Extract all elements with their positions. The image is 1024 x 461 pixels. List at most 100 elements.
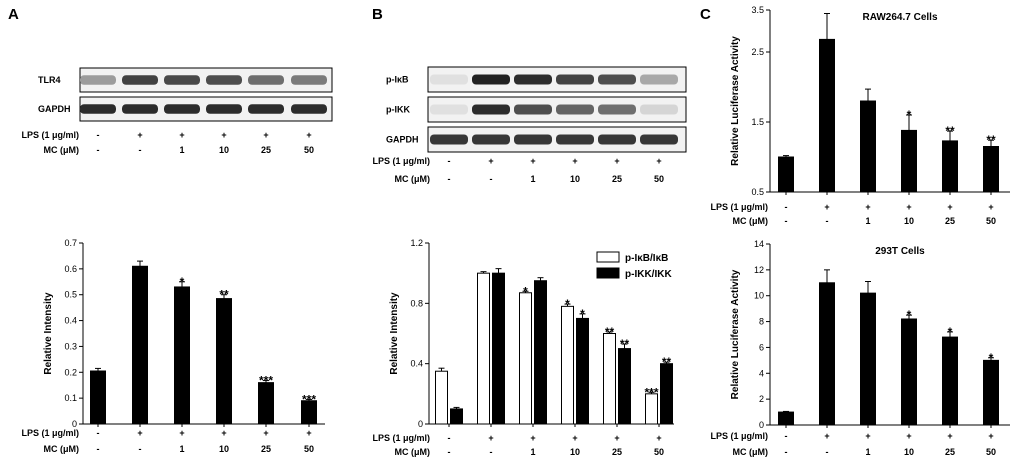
mc-value-b-blot-5: 50 (654, 174, 664, 184)
blot-band-b-2-0 (430, 134, 468, 145)
y-axis-title-a: Relative Intensity (43, 292, 54, 375)
blot-band-b-2-2 (514, 134, 552, 145)
panel-label-b: B (372, 6, 383, 23)
lps-value-b-blot-1: + (488, 156, 493, 166)
y-tick-label-c2-5: 10 (754, 291, 764, 301)
y-axis-title-b: Relative Intensity (389, 292, 400, 375)
lps-value-a-blot-3: + (221, 130, 226, 140)
mc-value-c1-0: - (785, 216, 788, 226)
bar-b-s1-2 (534, 280, 547, 425)
blot-band-b-0-0 (430, 74, 468, 85)
mc-value-c2-1: - (826, 447, 829, 457)
y-axis-title-c1: Relative Luciferase Activity (730, 36, 741, 166)
mc-value-a-chart-4: 25 (261, 444, 271, 454)
bar-b-s1-0 (450, 408, 463, 425)
lps-value-a-blot-2: + (179, 130, 184, 140)
mc-value-c2-2: 1 (865, 447, 870, 457)
legend-swatch-b-1 (596, 267, 620, 279)
mc-label-a-chart: MC (μM) (44, 444, 80, 454)
blot-band-b-0-2 (514, 74, 552, 85)
mc-value-b-blot-2: 1 (530, 174, 535, 184)
blot-label-a-0: TLR4 (38, 75, 61, 85)
blot-band-b-1-2 (514, 104, 552, 115)
y-tick-label-c2-4: 8 (759, 317, 764, 327)
significance-b-s0-2: * (523, 284, 528, 298)
blot-band-a-0-2 (164, 75, 200, 85)
lps-value-b-chart-1: + (488, 433, 493, 443)
bar-c1-s0-4 (942, 140, 958, 193)
bar-c2-s0-0 (778, 411, 794, 426)
lps-value-c1-5: + (988, 202, 993, 212)
bar-c2-s0-3 (901, 318, 917, 426)
y-tick-label-a-0: 0 (72, 419, 77, 429)
mc-value-b-blot-4: 25 (612, 174, 622, 184)
mc-value-b-chart-4: 25 (612, 447, 622, 457)
lps-value-b-chart-0: - (448, 433, 451, 443)
lps-value-b-blot-0: - (448, 156, 451, 166)
lps-value-b-chart-3: + (572, 433, 577, 443)
blot-band-b-1-0 (430, 104, 468, 115)
significance-b-s0-3: * (565, 297, 570, 311)
significance-b-s1-4: ** (620, 337, 630, 351)
y-tick-label-b-0: 0 (418, 419, 423, 429)
lps-label-c2: LPS (1 μg/ml) (710, 431, 768, 441)
lps-value-a-blot-5: + (306, 130, 311, 140)
mc-label-b-blot: MC (μM) (395, 174, 431, 184)
mc-value-c2-5: 50 (986, 447, 996, 457)
lps-value-b-chart-4: + (614, 433, 619, 443)
legend-swatch-b-0 (596, 251, 620, 263)
bar-b-s0-1 (477, 272, 490, 425)
y-tick-label-c2-7: 14 (754, 239, 764, 249)
lps-value-c2-0: - (785, 431, 788, 441)
mc-value-b-chart-3: 10 (570, 447, 580, 457)
lps-value-a-blot-1: + (137, 130, 142, 140)
bar-c1-s0-0 (778, 156, 794, 193)
y-tick-label-a-4: 0.4 (64, 316, 77, 326)
lps-value-b-blot-4: + (614, 156, 619, 166)
lps-value-a-chart-0: - (97, 428, 100, 438)
bar-b-s0-3 (561, 305, 574, 425)
mc-value-a-blot-2: 1 (179, 145, 184, 155)
bar-c2-s0-1 (819, 282, 835, 426)
y-tick-label-c1-3: 3.5 (751, 5, 764, 15)
bar-c1-s0-2 (860, 100, 876, 193)
lps-value-b-blot-2: + (530, 156, 535, 166)
bar-b-s1-5 (660, 363, 673, 425)
mc-value-a-chart-0: - (97, 444, 100, 454)
mc-label-b-chart: MC (μM) (395, 447, 431, 457)
bar-c2-s0-2 (860, 292, 876, 426)
lps-label-a-chart: LPS (1 μg/ml) (21, 428, 79, 438)
blot-label-b-0: p-IκB (386, 75, 409, 85)
bar-c2-s0-4 (942, 336, 958, 426)
bar-b-s1-4 (618, 348, 631, 425)
blot-band-a-0-3 (206, 75, 242, 85)
blot-label-b-1: p-IKK (386, 105, 410, 115)
mc-value-b-chart-0: - (448, 447, 451, 457)
lps-value-c1-2: + (865, 202, 870, 212)
mc-value-c1-1: - (826, 216, 829, 226)
significance-c2-s0-4: * (948, 325, 953, 339)
mc-value-c1-2: 1 (865, 216, 870, 226)
blot-band-a-1-0 (80, 104, 116, 114)
blot-band-a-0-4 (248, 75, 284, 85)
lps-value-c1-0: - (785, 202, 788, 212)
lps-value-c2-1: + (824, 431, 829, 441)
bar-a-s0-3 (216, 298, 232, 425)
mc-value-a-blot-0: - (97, 145, 100, 155)
blot-band-b-2-4 (598, 134, 636, 145)
mc-value-a-blot-1: - (139, 145, 142, 155)
significance-c2-s0-3: * (907, 308, 912, 322)
lps-value-c2-5: + (988, 431, 993, 441)
y-tick-label-b-1: 0.4 (410, 359, 423, 369)
y-tick-label-c2-2: 4 (759, 368, 764, 378)
lps-label-c1: LPS (1 μg/ml) (710, 202, 768, 212)
mc-value-b-blot-3: 10 (570, 174, 580, 184)
significance-b-s0-5: *** (644, 385, 658, 399)
blot-band-a-1-4 (248, 104, 284, 114)
significance-b-s1-5: ** (662, 355, 672, 369)
significance-c1-s0-5: ** (986, 133, 996, 147)
y-tick-label-a-6: 0.6 (64, 264, 77, 274)
significance-b-s0-4: ** (605, 325, 615, 339)
mc-value-a-chart-5: 50 (304, 444, 314, 454)
